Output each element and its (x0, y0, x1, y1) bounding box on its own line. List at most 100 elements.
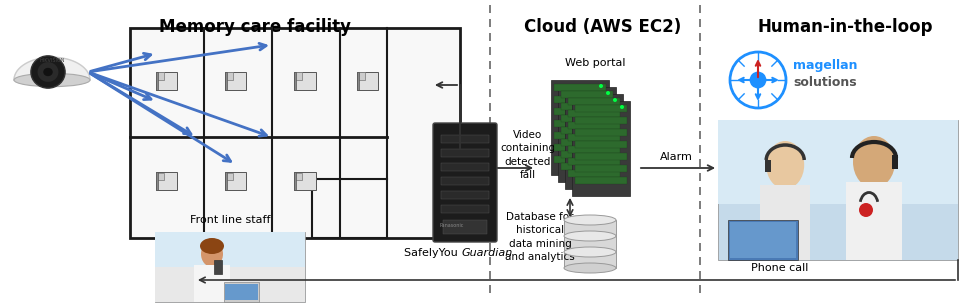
Bar (157, 173, 164, 180)
Bar (156, 172, 177, 190)
Text: Front line staff: Front line staff (190, 215, 270, 225)
Bar (441, 177, 489, 185)
Bar (575, 129, 627, 136)
Bar (575, 177, 627, 184)
Bar (194, 265, 230, 302)
Bar (225, 71, 246, 89)
Ellipse shape (14, 73, 90, 87)
Bar (568, 170, 620, 177)
Bar (156, 71, 177, 89)
Bar (561, 127, 613, 134)
Bar (554, 132, 606, 139)
Bar (225, 284, 258, 300)
Bar (568, 146, 620, 153)
Bar (575, 105, 627, 112)
Bar (295, 72, 302, 80)
Bar (564, 252, 616, 268)
Text: Database for
historical
data mining
and analytics: Database for historical data mining and … (506, 212, 575, 262)
Bar (892, 155, 898, 169)
Bar (568, 122, 620, 129)
Bar (156, 172, 158, 190)
Bar (564, 220, 616, 236)
Bar (554, 108, 606, 115)
Bar (575, 165, 627, 172)
Ellipse shape (38, 62, 58, 82)
Circle shape (620, 105, 624, 109)
Text: Human-in-the-loop: Human-in-the-loop (757, 18, 933, 36)
Bar (554, 96, 606, 103)
Bar (294, 172, 296, 190)
Bar (551, 80, 609, 175)
Bar (294, 172, 316, 190)
Bar (225, 172, 227, 190)
Bar (130, 28, 460, 238)
Bar (575, 153, 627, 160)
Bar (718, 120, 958, 204)
Bar (155, 232, 305, 267)
Bar (554, 84, 606, 91)
Bar (295, 173, 302, 180)
Polygon shape (14, 57, 90, 80)
Bar (356, 71, 359, 89)
Bar (554, 120, 606, 127)
Text: Phone call: Phone call (751, 263, 808, 273)
Bar (568, 98, 620, 105)
Bar (441, 191, 489, 199)
Bar (572, 101, 630, 196)
Circle shape (730, 52, 786, 108)
Bar (554, 156, 606, 163)
Bar (356, 71, 379, 89)
Text: Panasonic: Panasonic (440, 223, 465, 228)
Text: solutions: solutions (793, 75, 856, 88)
Ellipse shape (200, 238, 224, 254)
Bar (312, 179, 388, 238)
Bar (575, 141, 627, 148)
Text: Memory care facility: Memory care facility (159, 18, 351, 36)
Bar (226, 72, 233, 80)
Bar (568, 110, 620, 117)
Text: SafelyYou: SafelyYou (404, 248, 461, 258)
Bar (214, 260, 222, 274)
Bar (561, 103, 613, 110)
Bar (224, 282, 259, 302)
Text: magellan: magellan (793, 58, 857, 71)
Bar (760, 185, 810, 260)
Bar (226, 173, 233, 180)
Bar (155, 232, 305, 302)
Bar (443, 220, 487, 234)
Bar (441, 163, 489, 171)
Bar (730, 222, 796, 258)
Bar (554, 144, 606, 151)
Bar (441, 135, 489, 143)
Text: Video
containing
detected
fall: Video containing detected fall (501, 130, 555, 180)
Bar (568, 134, 620, 141)
Text: Web portal: Web portal (565, 58, 625, 68)
Text: Guardian: Guardian (462, 248, 513, 258)
Bar (565, 94, 623, 189)
Ellipse shape (564, 263, 616, 273)
Bar (564, 236, 616, 252)
Bar (357, 72, 365, 80)
Bar (568, 158, 620, 165)
Bar (225, 172, 246, 190)
Bar (441, 205, 489, 213)
Bar (766, 160, 771, 172)
Bar (157, 72, 164, 80)
Ellipse shape (564, 215, 616, 225)
Ellipse shape (31, 56, 65, 88)
Bar (156, 71, 158, 89)
Bar (294, 71, 316, 89)
Ellipse shape (201, 241, 223, 267)
Bar (718, 120, 958, 260)
Bar (561, 151, 613, 158)
Circle shape (859, 203, 873, 217)
Bar (728, 220, 798, 260)
Ellipse shape (767, 141, 805, 189)
Bar (561, 115, 613, 122)
Circle shape (613, 98, 617, 102)
Circle shape (750, 72, 767, 88)
Bar (846, 182, 902, 260)
Ellipse shape (564, 247, 616, 257)
FancyBboxPatch shape (433, 123, 497, 242)
Bar (225, 71, 227, 89)
